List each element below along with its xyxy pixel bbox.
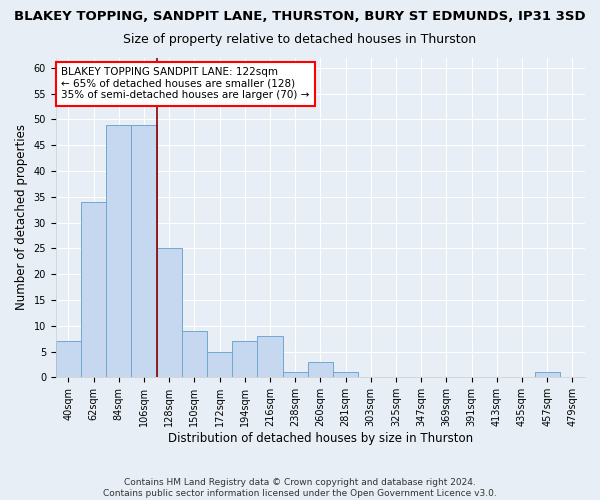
Text: BLAKEY TOPPING SANDPIT LANE: 122sqm
← 65% of detached houses are smaller (128)
3: BLAKEY TOPPING SANDPIT LANE: 122sqm ← 65… — [61, 67, 310, 100]
Bar — [308, 362, 333, 378]
Bar — [257, 336, 283, 378]
Bar — [182, 331, 207, 378]
Bar — [283, 372, 308, 378]
Bar — [232, 341, 257, 378]
Bar — [157, 248, 182, 378]
Text: Contains HM Land Registry data © Crown copyright and database right 2024.
Contai: Contains HM Land Registry data © Crown c… — [103, 478, 497, 498]
Bar — [106, 124, 131, 378]
Bar — [81, 202, 106, 378]
Bar — [535, 372, 560, 378]
Bar — [333, 372, 358, 378]
Bar — [56, 341, 81, 378]
Text: BLAKEY TOPPING, SANDPIT LANE, THURSTON, BURY ST EDMUNDS, IP31 3SD: BLAKEY TOPPING, SANDPIT LANE, THURSTON, … — [14, 10, 586, 23]
Bar — [131, 124, 157, 378]
Bar — [207, 352, 232, 378]
Y-axis label: Number of detached properties: Number of detached properties — [15, 124, 28, 310]
X-axis label: Distribution of detached houses by size in Thurston: Distribution of detached houses by size … — [168, 432, 473, 445]
Text: Size of property relative to detached houses in Thurston: Size of property relative to detached ho… — [124, 32, 476, 46]
